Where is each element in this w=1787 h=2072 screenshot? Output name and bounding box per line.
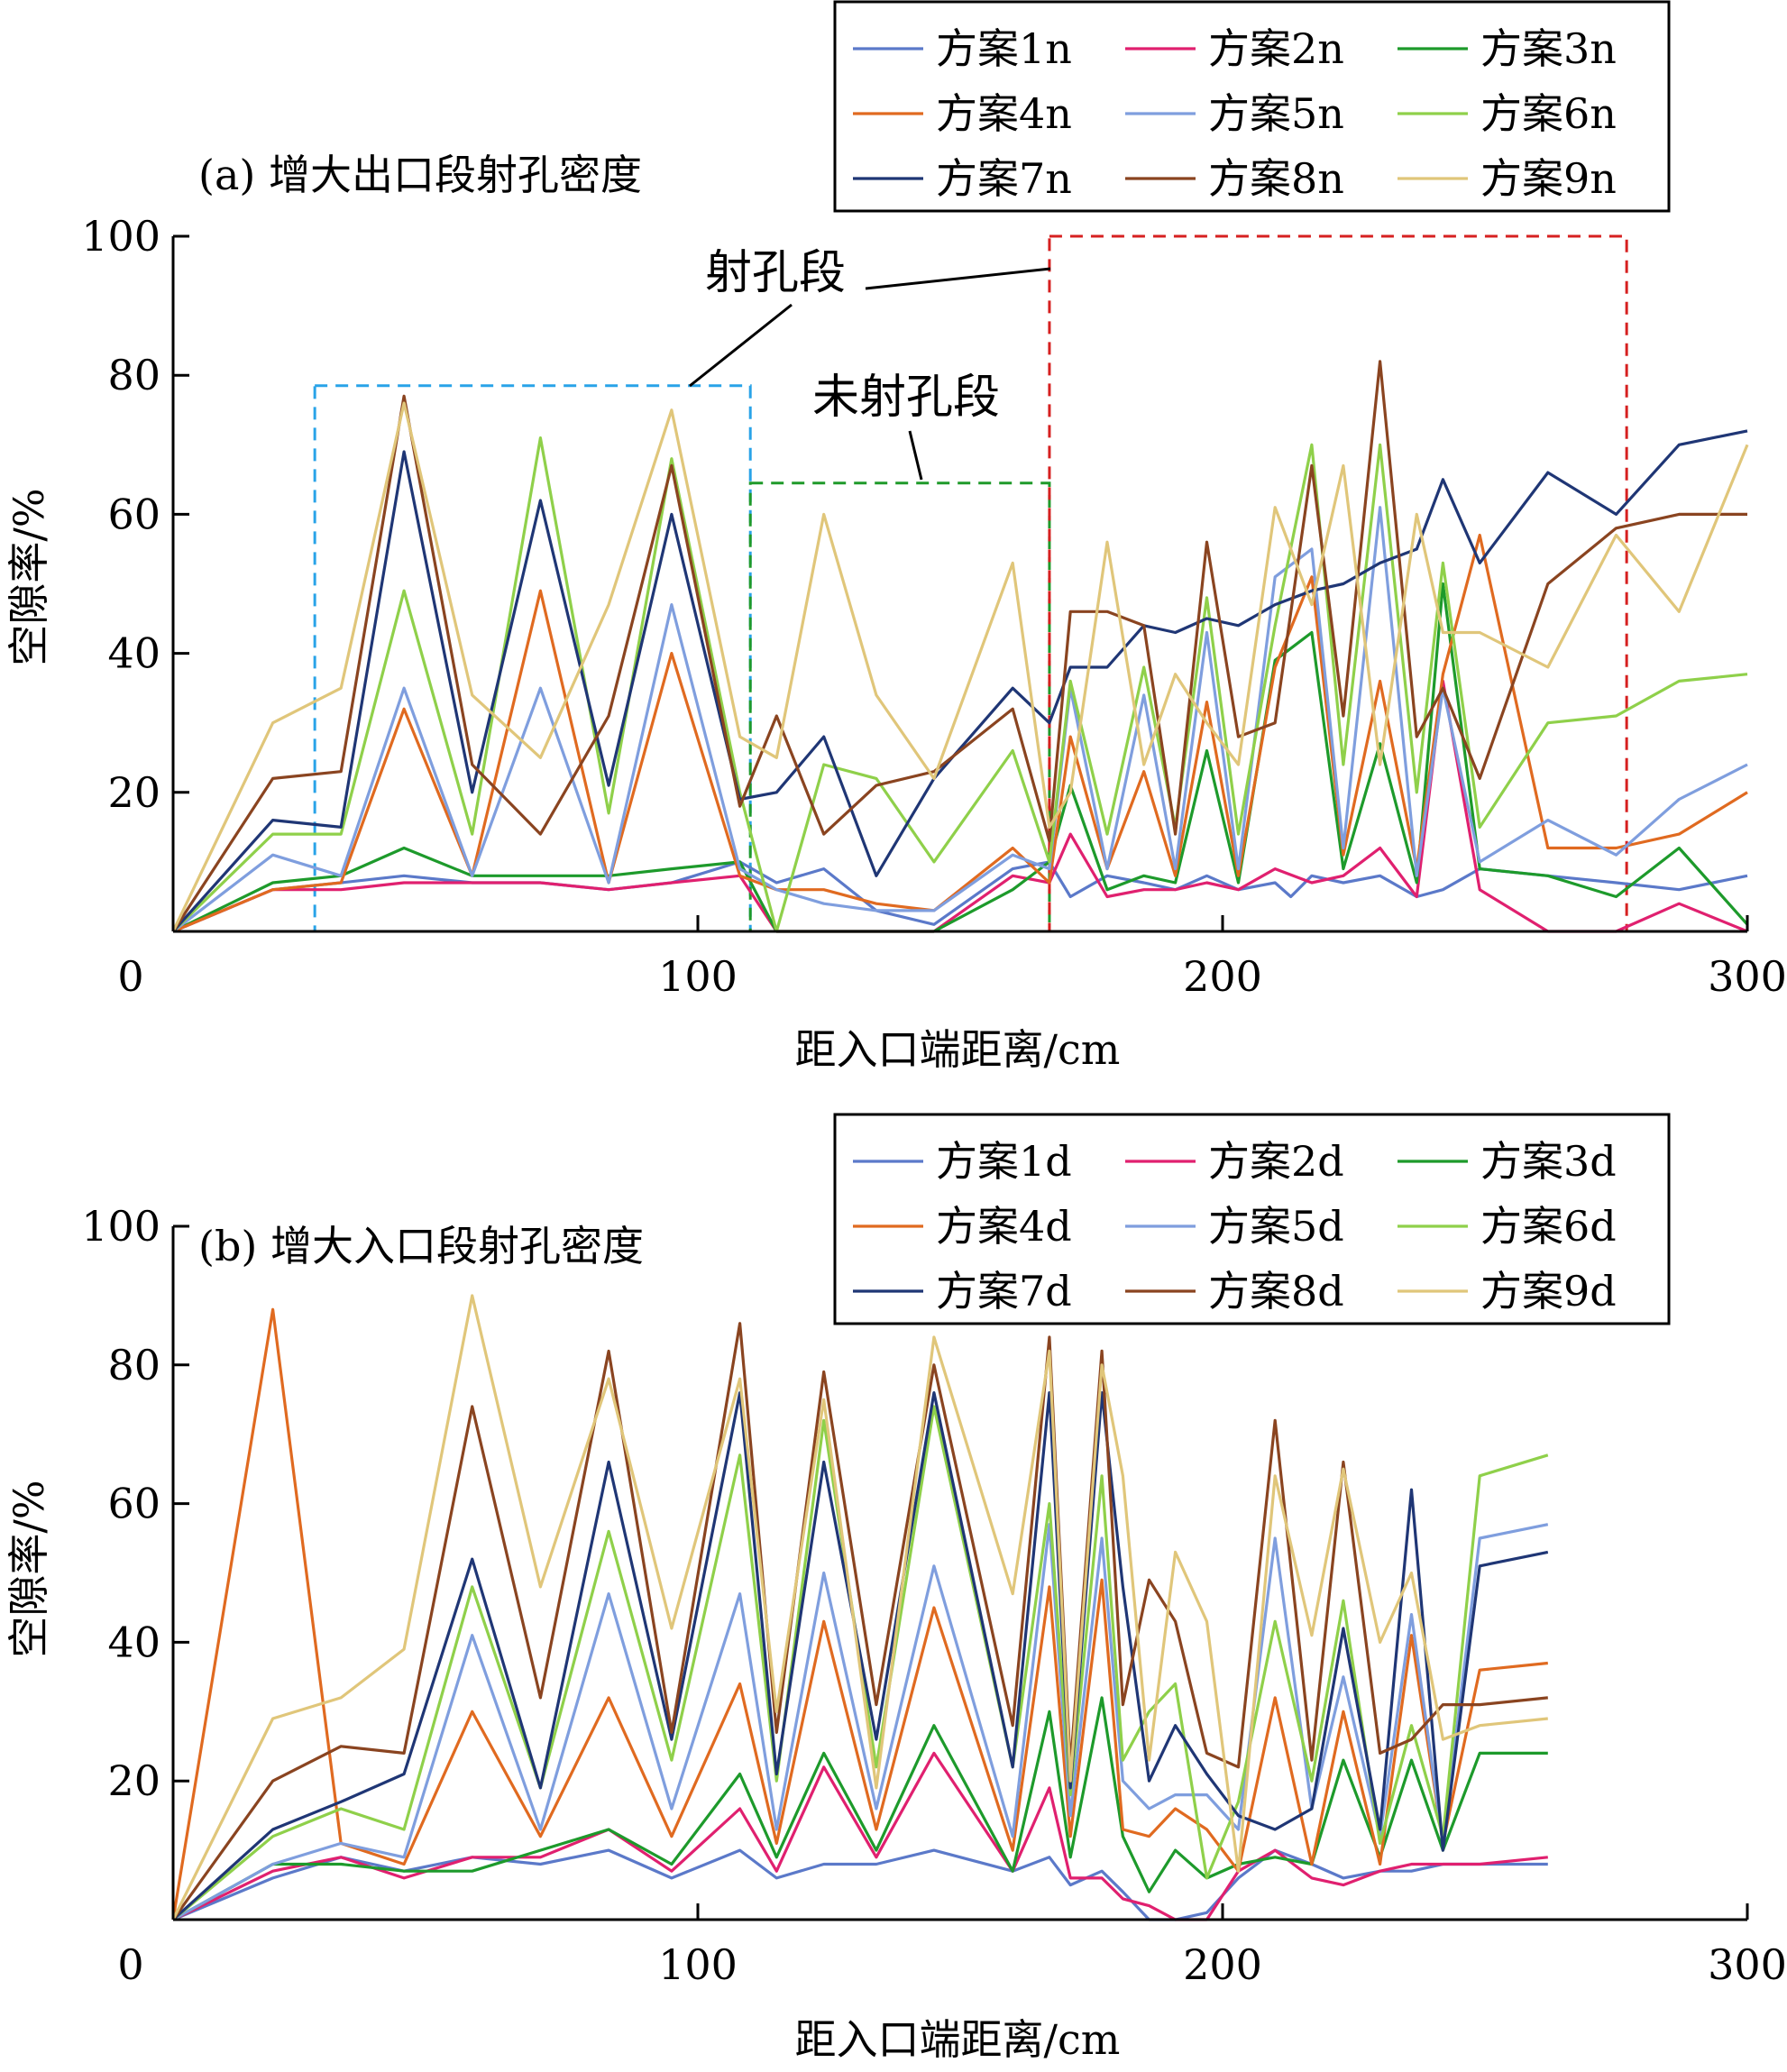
- y-tick-label: 80: [107, 351, 160, 399]
- y-tick-label: 20: [107, 768, 160, 817]
- legend-label: 方案1n: [936, 24, 1072, 73]
- annotation-leader-line: [865, 267, 1051, 290]
- legend: 方案1d 方案2d 方案3d 方案4d 方案5d 方案6d 方案7d 方案8d 方案9d: [833, 1113, 1671, 1325]
- legend-label: 方案4d: [936, 1202, 1072, 1251]
- annotation-leader-line: [689, 303, 793, 388]
- legend: 方案1n 方案2n 方案3n 方案4n 方案5n 方案6n 方案7n 方案8n 方案9n: [833, 0, 1671, 213]
- axes: 20 40 60 80 100 0 100 200 300: [81, 1202, 1787, 1989]
- x-tick-label: 200: [1183, 1940, 1262, 1989]
- legend-box: [833, 1113, 1671, 1325]
- series-line-3: [172, 582, 1749, 933]
- series-line-5: [172, 1523, 1549, 1921]
- legend-label: 方案7n: [936, 154, 1072, 203]
- x-tick-label: 100: [658, 1940, 738, 1989]
- legend-label: 方案6n: [1480, 89, 1617, 138]
- series-line-5: [172, 506, 1748, 933]
- y-tick-label: 40: [107, 629, 160, 678]
- x-tick-label: 200: [1183, 952, 1262, 1001]
- legend-label: 方案7d: [936, 1267, 1072, 1316]
- y-tick-label: 40: [107, 1618, 160, 1666]
- chart-title: (b) 增大入口段射孔密度: [198, 1222, 644, 1270]
- axes: 20 40 60 80 100 0 100 200 300: [81, 212, 1787, 1001]
- legend-label: 方案2n: [1208, 24, 1344, 73]
- series-line-4: [172, 533, 1748, 933]
- region-box-perforated: [313, 384, 752, 933]
- x-tick-label: 300: [1708, 1940, 1787, 1989]
- panel-a-chart: 20 40 60 80 100 0 100 200 300 (a) 增大出口段射孔密度 空隙率/…: [5, 0, 1787, 1074]
- legend-label: 方案3n: [1480, 24, 1617, 73]
- series-line-8: [171, 360, 1747, 932]
- y-axis-label: 空隙率/%: [5, 488, 53, 665]
- series-line-4: [171, 1307, 1548, 1921]
- series-line-1: [172, 1848, 1548, 1921]
- series-line-9: [171, 401, 1749, 932]
- y-tick-label: 80: [107, 1341, 160, 1389]
- legend-label: 方案8d: [1208, 1267, 1344, 1316]
- series-line-6: [171, 436, 1748, 933]
- x-tick-label: 0: [117, 952, 143, 1001]
- series-line-9: [171, 1294, 1548, 1921]
- x-tick-label: 0: [117, 1940, 143, 1989]
- annotation-perforated-label: 射孔段: [705, 246, 846, 300]
- y-axis-label: 空隙率/%: [5, 1480, 53, 1657]
- y-tick-label: 20: [107, 1756, 160, 1805]
- region-boxes: [313, 234, 1628, 933]
- legend-label: 方案5d: [1208, 1202, 1344, 1251]
- y-tick-label: 100: [81, 1202, 160, 1251]
- x-axis-label: 距入口端距离/cm: [795, 1025, 1121, 1074]
- legend-label: 方案1d: [936, 1137, 1072, 1186]
- annotations: 射孔段 未射孔段: [689, 246, 1051, 481]
- legend-label: 方案5n: [1208, 89, 1344, 138]
- chart-title: (a) 增大出口段射孔密度: [198, 151, 642, 199]
- y-tick-label: 100: [81, 212, 160, 261]
- legend-label: 方案3d: [1480, 1137, 1617, 1186]
- series-line-3: [172, 1696, 1548, 1921]
- series-lines: [171, 360, 1749, 933]
- annotation-unperforated-label: 未射孔段: [812, 371, 1000, 425]
- legend-box: [833, 0, 1671, 213]
- annotation-leader-line: [908, 430, 923, 481]
- legend-label: 方案6d: [1480, 1202, 1617, 1251]
- y-tick-label: 60: [107, 490, 160, 538]
- series-line-2: [172, 1751, 1548, 1921]
- x-axis-label: 距入口端距离/cm: [795, 2015, 1121, 2064]
- x-tick-label: 100: [658, 952, 738, 1001]
- panel-b-chart: 20 40 60 80 100 0 100 200 300 (b) 增大入口段射孔密度 空隙率/…: [5, 1113, 1787, 2064]
- legend-label: 方案2d: [1208, 1137, 1344, 1186]
- legend-label: 方案8n: [1208, 154, 1344, 203]
- legend-label: 方案4n: [936, 89, 1072, 138]
- legend-label: 方案9n: [1480, 154, 1617, 203]
- y-tick-label: 60: [107, 1480, 160, 1528]
- legend-label: 方案9d: [1480, 1267, 1617, 1316]
- x-tick-label: 300: [1708, 952, 1787, 1001]
- series-lines: [171, 1294, 1549, 1921]
